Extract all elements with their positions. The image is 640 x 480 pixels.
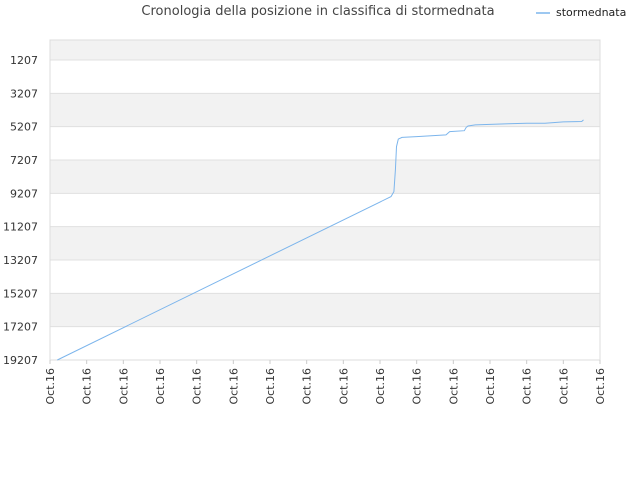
y-tick-label: 3207 bbox=[10, 87, 38, 100]
x-tick-label: Oct.16 bbox=[227, 368, 240, 405]
x-tick-label: Oct.16 bbox=[191, 368, 204, 405]
x-tick-label: Oct.16 bbox=[411, 368, 424, 405]
x-tick-label: Oct.16 bbox=[44, 368, 57, 405]
x-axis: Oct.16 Oct.16 Oct.16 Oct.16 Oct.16 Oct.16 Oct.… bbox=[44, 360, 607, 405]
plot-frame bbox=[49, 39, 601, 361]
x-tick-label: Oct.16 bbox=[337, 368, 350, 405]
x-tick-label: Oct.16 bbox=[447, 368, 460, 405]
plot-band bbox=[50, 226, 600, 260]
y-tick-label: 19207 bbox=[3, 354, 38, 367]
x-tick-label: Oct.16 bbox=[521, 368, 534, 405]
plot-bands bbox=[50, 40, 600, 327]
x-tick-label: Oct.16 bbox=[81, 368, 94, 405]
y-tick-label: 11207 bbox=[3, 221, 38, 234]
legend-label-stormednata: stormednata bbox=[556, 6, 626, 19]
x-tick-label: Oct.16 bbox=[301, 368, 314, 405]
x-tick-label: Oct.16 bbox=[264, 368, 277, 405]
plot-band bbox=[50, 160, 600, 194]
x-tick-label: Oct.16 bbox=[557, 368, 570, 405]
y-tick-label: 5207 bbox=[10, 121, 38, 134]
y-tick-label: 13207 bbox=[3, 254, 38, 267]
x-tick-label: Oct.16 bbox=[374, 368, 387, 405]
y-tick-label: 17207 bbox=[3, 321, 38, 334]
legend[interactable]: stormednata bbox=[536, 6, 626, 19]
plot-band bbox=[50, 293, 600, 327]
x-tick-label: Oct.16 bbox=[154, 368, 167, 405]
x-tick-label: Oct.16 bbox=[117, 368, 130, 405]
y-tick-label: 15207 bbox=[3, 287, 38, 300]
y-tick-label: 7207 bbox=[10, 154, 38, 167]
x-tick-label: Oct.16 bbox=[484, 368, 497, 405]
y-axis: 1207 3207 5207 7207 9207 11207 13207 15207 17207… bbox=[3, 54, 38, 367]
plot-band bbox=[50, 40, 600, 60]
series-line-stormednata bbox=[57, 119, 584, 361]
plot-band bbox=[50, 93, 600, 127]
y-tick-label: 9207 bbox=[10, 187, 38, 200]
chart-title: Cronologia della posizione in classifica… bbox=[141, 4, 494, 19]
series-group bbox=[57, 119, 584, 361]
y-tick-label: 1207 bbox=[10, 54, 38, 67]
x-tick-label: Oct.16 bbox=[594, 368, 607, 405]
